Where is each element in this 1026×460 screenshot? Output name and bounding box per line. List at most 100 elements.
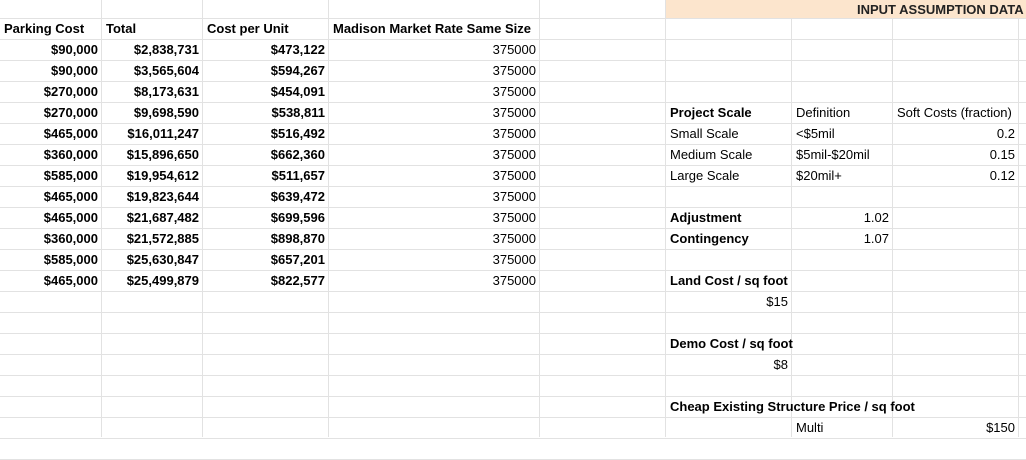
header-cost-per-unit[interactable]: Cost per Unit <box>207 21 289 36</box>
adjustment-value[interactable]: 1.02 <box>863 210 889 225</box>
total-cell[interactable]: $21,572,885 <box>126 231 199 246</box>
scale-definition-cell[interactable]: $5mil-$20mil <box>796 147 870 162</box>
row-gridline <box>0 396 1026 397</box>
row-gridline <box>0 165 1026 166</box>
parking-cost-cell[interactable]: $465,000 <box>43 273 98 288</box>
row-gridline <box>0 354 1026 355</box>
market-rate-cell[interactable]: 375000 <box>492 252 536 267</box>
total-cell[interactable]: $15,896,650 <box>126 147 199 162</box>
market-rate-cell[interactable]: 375000 <box>492 210 536 225</box>
column-gridline <box>665 0 666 437</box>
column-gridline <box>101 0 102 437</box>
land-cost-label[interactable]: Land Cost / sq foot <box>670 273 788 288</box>
scale-name-cell[interactable]: Small Scale <box>670 126 739 141</box>
column-gridline <box>1018 0 1019 437</box>
market-rate-cell[interactable]: 375000 <box>492 105 536 120</box>
cost-per-unit-cell[interactable]: $473,122 <box>270 42 325 57</box>
parking-cost-cell[interactable]: $90,000 <box>51 42 98 57</box>
cost-per-unit-cell[interactable]: $516,492 <box>270 126 325 141</box>
parking-cost-cell[interactable]: $360,000 <box>43 231 98 246</box>
total-cell[interactable]: $16,011,247 <box>127 126 199 141</box>
market-rate-cell[interactable]: 375000 <box>492 189 536 204</box>
contingency-label[interactable]: Contingency <box>670 231 749 246</box>
parking-cost-cell[interactable]: $585,000 <box>43 252 98 267</box>
row-gridline <box>0 207 1026 208</box>
cost-per-unit-cell[interactable]: $662,360 <box>270 147 325 162</box>
scale-definition-cell[interactable]: $20mil+ <box>796 168 842 183</box>
total-cell[interactable]: $19,954,612 <box>126 168 199 183</box>
row-gridline <box>0 375 1026 376</box>
parking-cost-cell[interactable]: $465,000 <box>43 210 98 225</box>
column-gridline <box>892 0 893 437</box>
parking-cost-cell[interactable]: $270,000 <box>43 84 98 99</box>
total-cell[interactable]: $19,823,644 <box>126 189 199 204</box>
total-cell[interactable]: $25,630,847 <box>126 252 199 267</box>
row-gridline <box>0 249 1026 250</box>
cost-per-unit-cell[interactable]: $657,201 <box>270 252 325 267</box>
column-gridline <box>202 0 203 437</box>
cost-per-unit-cell[interactable]: $822,577 <box>270 273 325 288</box>
cost-per-unit-cell[interactable]: $699,596 <box>270 210 325 225</box>
market-rate-cell[interactable]: 375000 <box>492 168 536 183</box>
parking-cost-cell[interactable]: $360,000 <box>43 147 98 162</box>
land-cost-value[interactable]: $15 <box>766 294 788 309</box>
row-gridline <box>0 81 1026 82</box>
parking-cost-cell[interactable]: $270,000 <box>43 105 98 120</box>
row-gridline <box>0 39 1026 40</box>
market-rate-cell[interactable]: 375000 <box>492 63 536 78</box>
row-gridline <box>0 144 1026 145</box>
header-madison-market-rate[interactable]: Madison Market Rate Same Size <box>333 21 531 36</box>
row-gridline <box>0 18 1026 19</box>
cost-per-unit-cell[interactable]: $594,267 <box>270 63 325 78</box>
header-parking-cost[interactable]: Parking Cost <box>4 21 85 36</box>
market-rate-cell[interactable]: 375000 <box>492 126 536 141</box>
market-rate-cell[interactable]: 375000 <box>492 84 536 99</box>
row-gridline <box>0 333 1026 334</box>
scale-definition-cell[interactable]: <$5mil <box>796 126 835 141</box>
cost-per-unit-cell[interactable]: $511,657 <box>271 168 325 183</box>
soft-cost-fraction-cell[interactable]: 0.2 <box>996 126 1015 141</box>
total-cell[interactable]: $25,499,879 <box>126 273 199 288</box>
column-gridline <box>328 0 329 437</box>
row-gridline <box>0 270 1026 271</box>
row-gridline <box>0 123 1026 124</box>
market-rate-cell[interactable]: 375000 <box>492 42 536 57</box>
adjustment-label[interactable]: Adjustment <box>670 210 742 225</box>
row-gridline <box>0 291 1026 292</box>
total-cell[interactable]: $2,838,731 <box>133 42 199 57</box>
demo-cost-label[interactable]: Demo Cost / sq foot <box>670 336 793 351</box>
structure-price-value[interactable]: $150 <box>986 420 1015 435</box>
soft-costs-header[interactable]: Soft Costs (fraction) <box>897 105 1012 120</box>
contingency-value[interactable]: 1.07 <box>863 231 889 246</box>
total-cell[interactable]: $9,698,590 <box>133 105 199 120</box>
parking-cost-cell[interactable]: $90,000 <box>51 63 98 78</box>
total-cell[interactable]: $3,565,604 <box>133 63 199 78</box>
header-total[interactable]: Total <box>106 21 137 36</box>
parking-cost-cell[interactable]: $465,000 <box>43 189 98 204</box>
total-cell[interactable]: $8,173,631 <box>133 84 199 99</box>
total-cell[interactable]: $21,687,482 <box>126 210 199 225</box>
market-rate-cell[interactable]: 375000 <box>492 147 536 162</box>
structure-price-label[interactable]: Cheap Existing Structure Price / sq foot <box>670 399 915 414</box>
scale-name-cell[interactable]: Medium Scale <box>670 147 753 162</box>
row-gridline <box>0 186 1026 187</box>
structure-type-cell[interactable]: Multi <box>796 420 824 435</box>
soft-cost-fraction-cell[interactable]: 0.15 <box>989 147 1015 162</box>
cost-per-unit-cell[interactable]: $898,870 <box>270 231 325 246</box>
scale-name-cell[interactable]: Large Scale <box>670 168 740 183</box>
soft-cost-fraction-cell[interactable]: 0.12 <box>989 168 1015 183</box>
input-assumption-banner[interactable]: INPUT ASSUMPTION DATA <box>666 0 1026 18</box>
row-gridline <box>0 438 1026 439</box>
cost-per-unit-cell[interactable]: $639,472 <box>270 189 325 204</box>
parking-cost-cell[interactable]: $465,000 <box>43 126 98 141</box>
market-rate-cell[interactable]: 375000 <box>492 231 536 246</box>
cost-per-unit-cell[interactable]: $454,091 <box>270 84 325 99</box>
demo-cost-value[interactable]: $8 <box>773 357 788 372</box>
cost-per-unit-cell[interactable]: $538,811 <box>271 105 325 120</box>
column-gridline <box>539 0 540 437</box>
market-rate-cell[interactable]: 375000 <box>492 273 536 288</box>
parking-cost-cell[interactable]: $585,000 <box>43 168 98 183</box>
project-scale-header[interactable]: Project Scale <box>670 105 752 120</box>
definition-header[interactable]: Definition <box>796 105 851 120</box>
